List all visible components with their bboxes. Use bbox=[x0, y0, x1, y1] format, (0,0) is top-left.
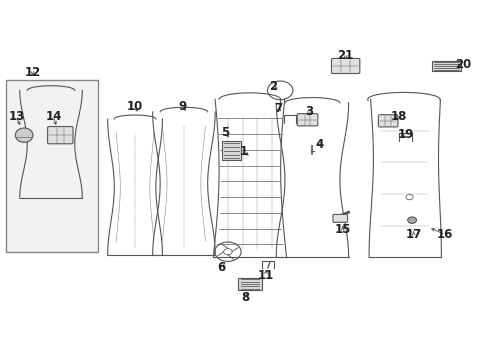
Text: 13: 13 bbox=[8, 110, 24, 123]
FancyBboxPatch shape bbox=[297, 114, 318, 126]
FancyBboxPatch shape bbox=[333, 215, 347, 222]
Text: 15: 15 bbox=[335, 223, 351, 236]
Text: 4: 4 bbox=[316, 138, 324, 150]
Text: 1: 1 bbox=[240, 145, 248, 158]
FancyBboxPatch shape bbox=[378, 115, 398, 127]
Text: 18: 18 bbox=[390, 110, 407, 123]
Text: 6: 6 bbox=[218, 261, 226, 274]
Text: 8: 8 bbox=[241, 291, 249, 304]
Text: 9: 9 bbox=[179, 100, 187, 113]
Text: 20: 20 bbox=[455, 58, 471, 71]
Bar bbox=[5, 80, 98, 252]
Text: 5: 5 bbox=[221, 126, 230, 139]
Text: 11: 11 bbox=[258, 269, 274, 282]
Text: 16: 16 bbox=[437, 228, 454, 241]
Text: 19: 19 bbox=[398, 127, 415, 141]
Bar bbox=[221, 141, 241, 161]
Bar bbox=[432, 61, 461, 71]
Ellipse shape bbox=[15, 128, 33, 142]
Text: 12: 12 bbox=[24, 66, 41, 79]
Text: 10: 10 bbox=[126, 100, 143, 113]
FancyBboxPatch shape bbox=[331, 58, 360, 73]
Text: 7: 7 bbox=[274, 102, 282, 115]
Text: 17: 17 bbox=[405, 228, 422, 241]
Circle shape bbox=[408, 217, 416, 224]
Text: 14: 14 bbox=[45, 110, 62, 123]
FancyBboxPatch shape bbox=[48, 127, 73, 144]
Text: 2: 2 bbox=[269, 80, 277, 93]
Text: 3: 3 bbox=[305, 105, 314, 118]
Text: 21: 21 bbox=[338, 49, 354, 62]
Bar bbox=[238, 278, 262, 290]
